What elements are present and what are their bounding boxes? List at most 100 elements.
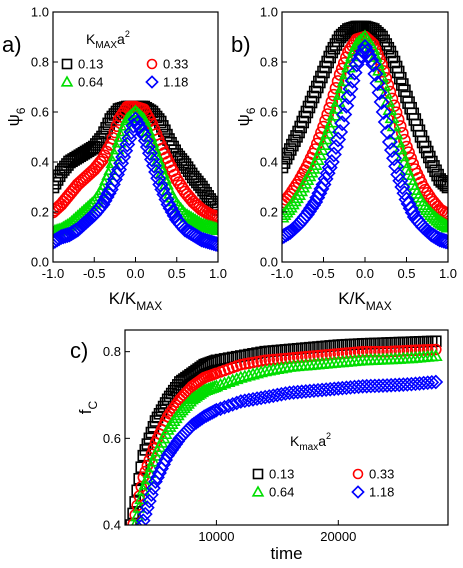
series-1.18	[53, 111, 218, 253]
data-point	[127, 543, 140, 556]
data-point	[330, 93, 346, 107]
series-0.64	[130, 348, 443, 525]
data-point	[385, 345, 397, 358]
data-point	[143, 151, 161, 168]
data-point	[344, 72, 361, 89]
data-point	[367, 378, 383, 394]
plot-area	[53, 100, 218, 253]
data-point	[428, 374, 444, 390]
data-point	[53, 200, 66, 213]
data-point	[314, 382, 330, 398]
data-point	[421, 343, 434, 356]
data-point	[331, 75, 345, 88]
data-point	[137, 132, 154, 149]
data-point	[241, 392, 257, 408]
data-point	[386, 150, 403, 167]
data-point	[413, 344, 426, 356]
legend: Kmaxa2 0.13 0.33 0.64 1.18	[251, 431, 394, 500]
data-point	[352, 346, 365, 358]
data-point	[282, 160, 289, 174]
x-tick-label: 10000	[198, 529, 234, 544]
data-point	[57, 227, 74, 244]
axes-frame	[124, 329, 449, 526]
data-point	[269, 387, 285, 403]
data-point	[150, 170, 167, 187]
data-point	[207, 235, 218, 252]
data-point	[316, 349, 328, 362]
data-point	[142, 465, 157, 479]
data-point	[298, 384, 314, 399]
data-point	[144, 460, 159, 473]
data-point	[424, 374, 440, 390]
data-point	[139, 524, 140, 525]
data-point	[371, 84, 388, 101]
data-point	[96, 192, 113, 209]
data-point	[172, 176, 186, 189]
data-point	[325, 95, 339, 109]
data-point	[136, 483, 151, 496]
data-point	[162, 200, 179, 217]
data-point	[320, 349, 332, 361]
data-point	[282, 151, 293, 165]
data-point	[420, 186, 434, 200]
data-point	[356, 345, 369, 358]
legend-label-0.33: 0.33	[369, 467, 394, 482]
data-point	[377, 113, 394, 131]
data-point	[106, 171, 123, 188]
data-point	[417, 344, 430, 356]
data-point	[332, 123, 349, 141]
data-point	[351, 379, 366, 395]
data-point	[134, 491, 149, 505]
data-point	[225, 397, 241, 412]
data-point	[125, 549, 138, 562]
data-point	[416, 375, 432, 391]
legend-marker-0.13	[252, 468, 264, 480]
data-point	[225, 373, 240, 386]
data-point	[254, 365, 268, 378]
data-point	[318, 382, 334, 397]
x-tick-label: 20000	[320, 529, 356, 544]
data-point	[287, 352, 300, 364]
y-tick-label: 0.6	[103, 431, 121, 446]
data-point	[282, 156, 291, 169]
data-point	[418, 183, 432, 197]
data-point	[209, 402, 224, 418]
legend-marker-0.64	[251, 485, 265, 497]
data-point	[338, 97, 355, 114]
data-point	[347, 379, 362, 395]
data-point	[211, 210, 218, 224]
series-1.18	[125, 374, 444, 562]
data-point	[94, 155, 107, 169]
data-point	[428, 348, 443, 362]
data-point	[393, 120, 407, 133]
panel-label: a)	[2, 32, 22, 57]
data-point	[388, 158, 405, 175]
legend: KMAXa2 0.13 0.33 0.64 1.18	[60, 29, 188, 90]
data-point	[363, 378, 379, 394]
legend-label-0.13: 0.13	[269, 467, 294, 482]
data-point	[401, 344, 414, 357]
data-point	[310, 382, 326, 398]
legend-label-0.33: 0.33	[163, 57, 188, 72]
data-point	[291, 351, 304, 364]
data-point	[324, 114, 340, 128]
data-point	[336, 347, 349, 360]
data-point	[274, 386, 289, 402]
data-point	[104, 176, 121, 193]
data-point	[265, 388, 281, 404]
data-point	[160, 196, 177, 213]
data-point	[346, 64, 363, 81]
data-point	[127, 111, 144, 128]
data-point	[440, 219, 448, 233]
data-point	[389, 345, 401, 358]
data-point	[98, 188, 115, 206]
data-point	[381, 41, 395, 55]
data-point	[221, 398, 236, 414]
data-point	[233, 370, 248, 383]
data-point	[381, 133, 398, 151]
data-point	[391, 113, 405, 126]
data-point	[53, 180, 60, 194]
y-tick-label: 0.6	[31, 105, 49, 120]
data-point	[257, 389, 273, 405]
data-point	[375, 378, 391, 393]
